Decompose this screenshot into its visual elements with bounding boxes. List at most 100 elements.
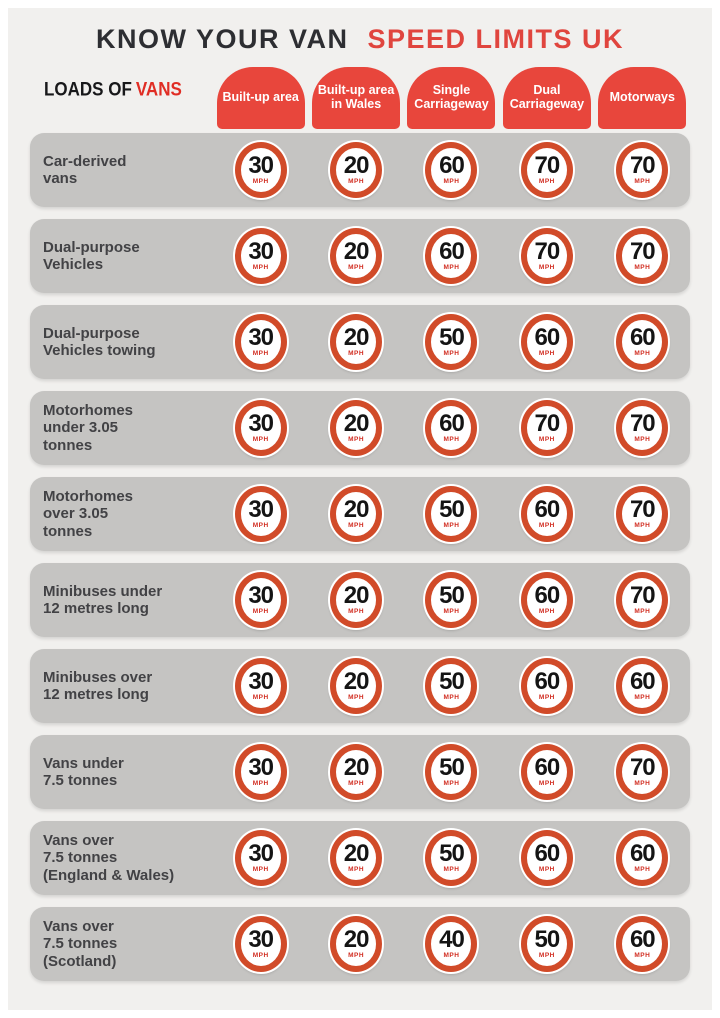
poster-background: KNOW YOUR VAN SPEED LIMITS UK LOADS OF VA… (8, 8, 712, 1010)
speed-limit-sign: 30 MPH (234, 830, 287, 886)
speed-cell: 70 MPH (595, 572, 690, 628)
column-header-built-up-area-wales: Built-up area in Wales (312, 67, 401, 129)
mph-label: MPH (443, 264, 460, 272)
speed-cell: 20 MPH (308, 314, 403, 370)
title-part-red: SPEED LIMITS UK (367, 24, 625, 54)
speed-cell: 30 MPH (213, 142, 308, 198)
speed-cell: 20 MPH (308, 400, 403, 456)
speed-cell: 30 MPH (213, 658, 308, 714)
speed-limit-sign: 20 MPH (330, 314, 383, 370)
speed-limit-sign: 60 MPH (616, 916, 669, 972)
vehicle-category-label: Car-derived vans (43, 152, 127, 187)
vehicle-category-label: Motorhomes over 3.05 tonnes (43, 488, 133, 540)
speed-value: 70 (629, 238, 656, 266)
speed-value: 30 (248, 926, 274, 954)
speed-limit-sign: 30 MPH (234, 744, 287, 800)
mph-label: MPH (538, 780, 555, 788)
mph-label: MPH (348, 866, 365, 874)
speed-cell: 50 MPH (404, 314, 499, 370)
speed-value: 30 (248, 152, 274, 180)
speed-cell: 50 MPH (499, 916, 594, 972)
mph-label: MPH (252, 694, 269, 702)
column-header-cell: Built-up area (213, 67, 308, 129)
speed-cell: 70 MPH (499, 400, 594, 456)
speed-cell: 50 MPH (404, 744, 499, 800)
speed-cell: 60 MPH (499, 314, 594, 370)
mph-label: MPH (634, 178, 651, 186)
mph-label: MPH (443, 522, 460, 530)
mph-label: MPH (634, 436, 651, 444)
speed-value: 40 (439, 926, 465, 954)
speed-value: 50 (439, 840, 465, 868)
mph-label: MPH (634, 522, 651, 530)
speed-cell: 60 MPH (404, 228, 499, 284)
speed-value: 70 (534, 152, 561, 180)
mph-label: MPH (634, 264, 651, 272)
speed-limit-table: Car-derived vans 30 MPH 20 MPH 60 MPH 70… (8, 133, 712, 981)
speed-limit-sign: 30 MPH (234, 228, 287, 284)
speed-value: 20 (343, 496, 370, 524)
speed-value: 60 (534, 496, 561, 524)
speed-value: 30 (248, 754, 274, 782)
table-row: Car-derived vans 30 MPH 20 MPH 60 MPH 70… (30, 133, 690, 207)
mph-label: MPH (443, 436, 460, 444)
speed-limit-sign: 50 MPH (520, 916, 573, 972)
table-row: Motorhomes under 3.05 tonnes 30 MPH 20 M… (30, 391, 690, 465)
table-row: Minibuses under 12 metres long 30 MPH 20… (30, 563, 690, 637)
mph-label: MPH (252, 866, 269, 874)
speed-cell: 70 MPH (499, 142, 594, 198)
speed-limit-sign: 20 MPH (330, 142, 383, 198)
speed-cell: 60 MPH (499, 486, 594, 542)
speed-limit-sign: 60 MPH (425, 142, 478, 198)
column-header-dual-carriageway: Dual Carriageway (502, 67, 591, 129)
speed-cell: 70 MPH (595, 486, 690, 542)
page-title: KNOW YOUR VAN SPEED LIMITS UK (8, 24, 712, 55)
mph-label: MPH (252, 436, 269, 444)
speed-limit-sign: 20 MPH (330, 572, 383, 628)
speed-limit-sign: 50 MPH (425, 486, 478, 542)
speed-cell: 70 MPH (499, 228, 594, 284)
speed-value: 60 (629, 840, 656, 868)
speed-cell: 40 MPH (404, 916, 499, 972)
mph-label: MPH (538, 694, 555, 702)
speed-cell: 50 MPH (404, 830, 499, 886)
speed-value: 60 (534, 668, 561, 696)
speed-limit-sign: 20 MPH (330, 744, 383, 800)
speed-limit-sign: 70 MPH (520, 228, 573, 284)
speed-limit-sign: 60 MPH (520, 830, 573, 886)
vehicle-category-label: Motorhomes under 3.05 tonnes (43, 402, 133, 454)
mph-label: MPH (348, 522, 365, 530)
speed-cell: 20 MPH (308, 572, 403, 628)
speed-cell: 20 MPH (308, 658, 403, 714)
speed-limit-sign: 60 MPH (425, 228, 478, 284)
speed-limit-sign: 60 MPH (616, 830, 669, 886)
logo-part-red: VANS (135, 78, 182, 101)
speed-value: 50 (439, 668, 465, 696)
speed-value: 60 (629, 668, 656, 696)
speed-value: 20 (343, 840, 370, 868)
table-row: Vans under 7.5 tonnes 30 MPH 20 MPH 50 M… (30, 735, 690, 809)
speed-cell: 60 MPH (499, 572, 594, 628)
speed-value: 30 (248, 324, 274, 352)
speed-limit-sign: 20 MPH (330, 658, 383, 714)
speed-value: 20 (343, 152, 370, 180)
speed-value: 50 (439, 754, 465, 782)
speed-cell: 20 MPH (308, 228, 403, 284)
speed-limit-sign: 50 MPH (425, 658, 478, 714)
speed-limit-sign: 60 MPH (520, 658, 573, 714)
speed-limit-sign: 70 MPH (616, 400, 669, 456)
speed-value: 70 (534, 410, 561, 438)
vehicle-category-label: Dual-purpose Vehicles towing (43, 324, 156, 359)
speed-limit-sign: 30 MPH (234, 572, 287, 628)
speed-cell: 70 MPH (595, 400, 690, 456)
speed-limit-sign: 50 MPH (425, 830, 478, 886)
speed-limit-sign: 60 MPH (425, 400, 478, 456)
mph-label: MPH (348, 608, 365, 616)
speed-cell: 60 MPH (404, 400, 499, 456)
speed-value: 20 (343, 582, 370, 610)
mph-label: MPH (443, 952, 460, 960)
speed-limit-sign: 60 MPH (520, 486, 573, 542)
column-header-single-carriageway: Single Carriageway (407, 67, 496, 129)
mph-label: MPH (252, 264, 269, 272)
table-row: Minibuses over 12 metres long 30 MPH 20 … (30, 649, 690, 723)
